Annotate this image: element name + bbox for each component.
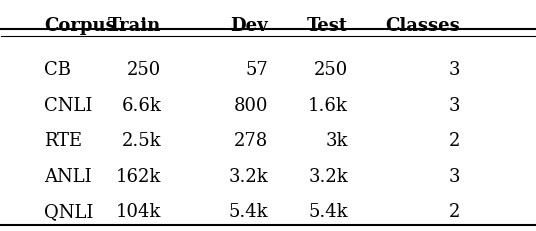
Text: 5.4k: 5.4k [308,202,348,220]
Text: 57: 57 [245,61,268,79]
Text: QNLI: QNLI [44,202,93,220]
Text: 1.6k: 1.6k [308,96,348,114]
Text: 250: 250 [314,61,348,79]
Text: 278: 278 [234,131,268,149]
Text: 3.2k: 3.2k [308,167,348,185]
Text: 5.4k: 5.4k [228,202,268,220]
Text: 2.5k: 2.5k [122,131,161,149]
Text: 3: 3 [449,96,460,114]
Text: CNLI: CNLI [44,96,92,114]
Text: 3: 3 [449,61,460,79]
Text: 3.2k: 3.2k [228,167,268,185]
Text: 3k: 3k [325,131,348,149]
Text: 162k: 162k [116,167,161,185]
Text: 250: 250 [127,61,161,79]
Text: Classes: Classes [385,17,460,35]
Text: Test: Test [307,17,348,35]
Text: RTE: RTE [44,131,82,149]
Text: CB: CB [44,61,71,79]
Text: 800: 800 [234,96,268,114]
Text: ANLI: ANLI [44,167,92,185]
Text: 2: 2 [449,131,460,149]
Text: 6.6k: 6.6k [122,96,161,114]
Text: 3: 3 [449,167,460,185]
Text: 2: 2 [449,202,460,220]
Text: Corpus: Corpus [44,17,116,35]
Text: 104k: 104k [116,202,161,220]
Text: Train: Train [108,17,161,35]
Text: Dev: Dev [230,17,268,35]
